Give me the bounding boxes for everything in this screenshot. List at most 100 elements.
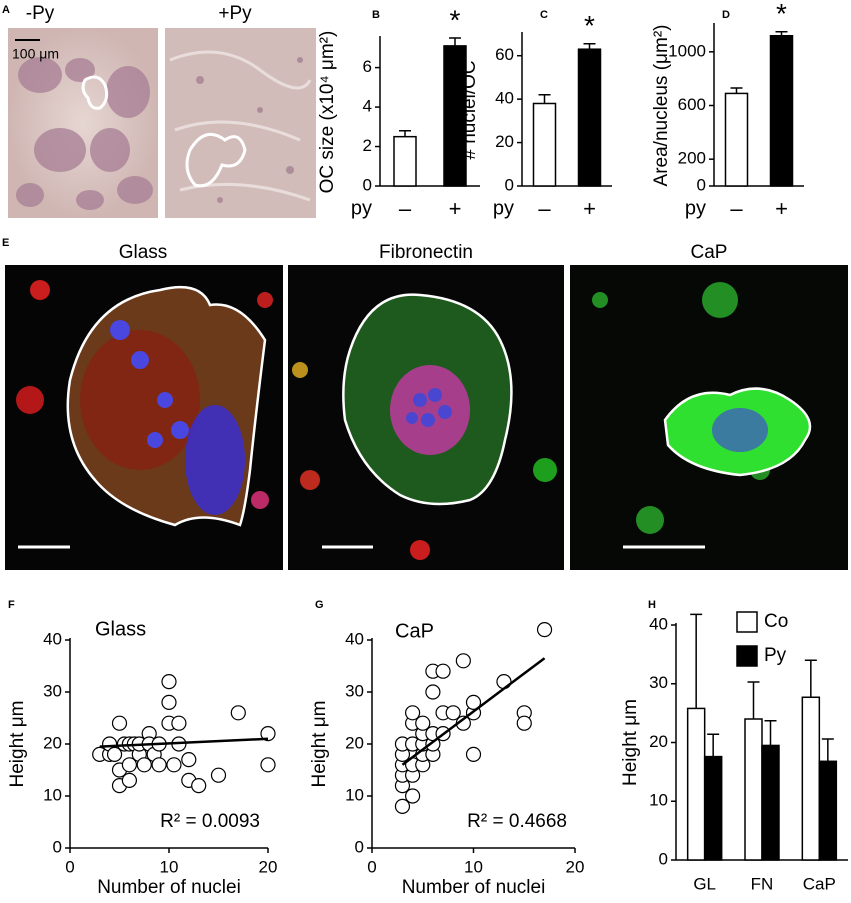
error-bar <box>449 37 461 46</box>
x-axis-label: py <box>493 197 514 219</box>
y-tick-label: 40 <box>43 629 62 648</box>
y-tick-label: 0 <box>697 175 706 194</box>
error-bar <box>538 94 551 104</box>
y-tick-label: 20 <box>495 132 514 151</box>
annotation: R² = 0.0093 <box>160 811 260 832</box>
error-bar <box>764 720 777 746</box>
x-axis-label: Number of nuclei <box>97 877 241 898</box>
chart-title: Glass <box>95 618 146 640</box>
y-axis-label: Height μm <box>7 701 28 788</box>
bar <box>724 92 749 187</box>
annotation: * <box>776 0 787 29</box>
y-tick-label: 30 <box>345 681 364 700</box>
panel-label: G <box>315 599 324 611</box>
bar <box>686 707 706 861</box>
x-tick-label: – <box>399 196 412 221</box>
y-tick-label: 20 <box>649 732 668 751</box>
y-tick-label: 0 <box>53 837 62 856</box>
y-axis-label: # nuclei/OC <box>459 60 480 159</box>
bar <box>577 48 602 187</box>
y-tick-label: 2 <box>363 136 372 155</box>
x-tick-label: 20 <box>259 857 278 876</box>
panel-label: F <box>8 599 15 611</box>
x-tick-label: GL <box>693 874 716 893</box>
point <box>435 663 451 679</box>
x-tick-label: + <box>583 196 596 221</box>
legend-label: Co <box>764 611 788 632</box>
image-label: Fibronectin <box>379 242 473 263</box>
error-bar <box>821 738 834 762</box>
bar <box>818 760 838 861</box>
y-tick-label: 0 <box>355 837 364 856</box>
bar <box>801 696 821 861</box>
y-axis-label: Height μm <box>620 699 641 786</box>
y-tick-label: 30 <box>43 681 62 700</box>
error-bar <box>583 43 596 50</box>
y-tick-label: 0 <box>505 175 514 194</box>
y-tick-label: 40 <box>649 614 668 633</box>
point <box>415 715 431 731</box>
x-tick-label: 10 <box>160 857 179 876</box>
y-tick-label: 600 <box>678 95 706 114</box>
y-axis-label: OC size (x10⁴ μm²) <box>317 31 338 194</box>
error-bar <box>747 681 760 719</box>
point <box>136 757 152 773</box>
point <box>121 772 137 789</box>
error-bar <box>804 659 817 698</box>
legend-swatch <box>736 645 758 667</box>
panel-label: C <box>540 9 548 21</box>
panel-label: E <box>2 237 9 249</box>
y-tick-label: 10 <box>43 785 62 804</box>
y-axis-label: Height μm <box>309 701 330 788</box>
x-tick-label: CaP <box>803 874 836 893</box>
point <box>425 684 441 700</box>
point <box>111 715 128 731</box>
x-tick-label: + <box>775 196 788 221</box>
panel-label: H <box>648 599 656 611</box>
x-tick-label: 20 <box>566 857 585 876</box>
trendline <box>99 737 269 748</box>
point <box>260 757 276 773</box>
point <box>181 751 197 768</box>
point <box>405 705 421 721</box>
y-tick-label: 6 <box>363 57 372 76</box>
y-tick-label: 20 <box>43 733 62 752</box>
y-tick-label: 4 <box>363 97 372 116</box>
bar <box>744 718 763 861</box>
y-tick-label: 10 <box>345 785 364 804</box>
point <box>230 705 246 721</box>
annotation: * <box>584 10 595 41</box>
point <box>121 757 137 773</box>
legend-swatch <box>736 611 758 633</box>
legend-label: Py <box>764 645 787 666</box>
error-bar <box>399 129 411 137</box>
bar <box>769 34 794 187</box>
annotation: * <box>450 4 461 35</box>
x-axis-label: py <box>351 197 372 219</box>
x-tick-label: – <box>730 196 743 221</box>
error-bar <box>775 30 788 36</box>
panel-a-images: -Py +Py 100 μm A <box>2 3 316 218</box>
x-axis-label: py <box>685 197 706 219</box>
x-tick-label: 0 <box>65 857 74 876</box>
image-label: Glass <box>119 242 168 263</box>
point <box>455 653 471 669</box>
x-axis-label: Number of nuclei <box>402 877 546 898</box>
point <box>516 715 532 731</box>
point <box>191 777 207 794</box>
y-tick-label: 40 <box>495 89 514 108</box>
scale-bar-label: 100 μm <box>12 46 59 62</box>
y-tick-label: 40 <box>345 629 364 648</box>
x-tick-label: 10 <box>464 857 483 876</box>
y-tick-label: 1000 <box>668 41 706 60</box>
bar <box>393 135 417 187</box>
chart-title: CaP <box>395 620 434 642</box>
x-tick-label: + <box>449 196 462 221</box>
x-tick-label: – <box>538 196 551 221</box>
cells <box>16 57 153 210</box>
point <box>161 673 177 690</box>
y-tick-label: 60 <box>495 45 514 64</box>
bar <box>761 744 780 861</box>
point <box>394 798 411 815</box>
